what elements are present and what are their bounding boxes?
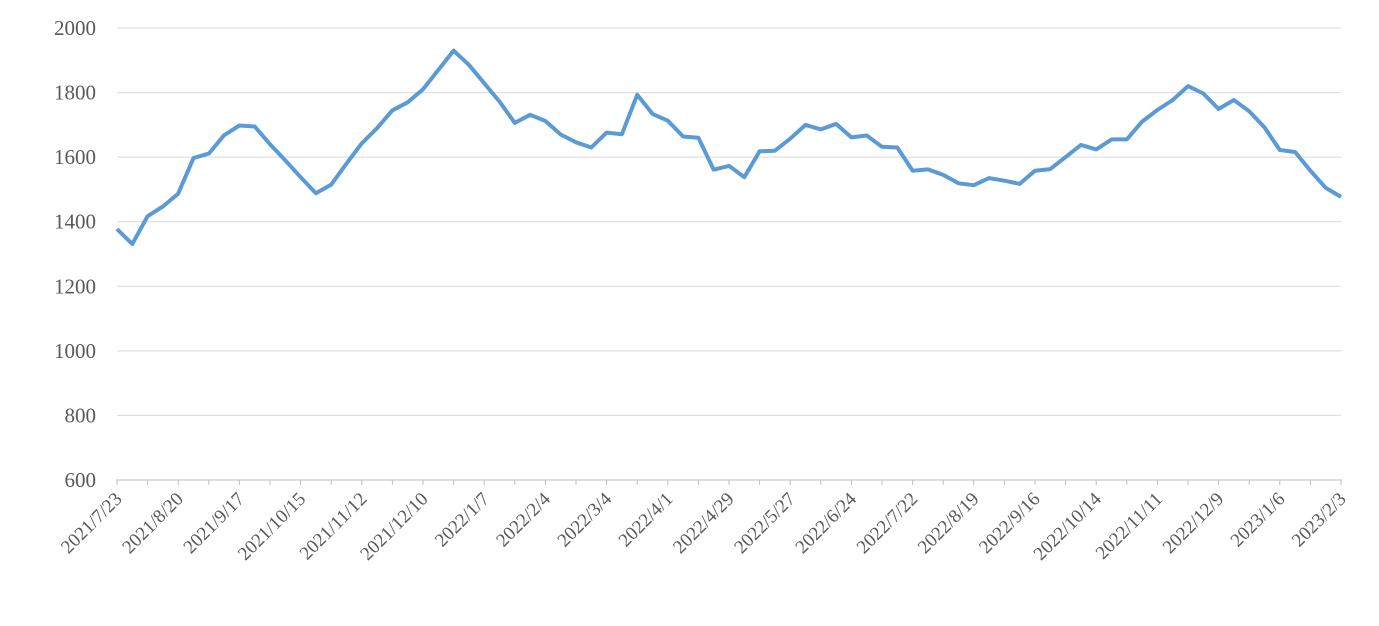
- y-tick-label: 1200: [54, 274, 96, 298]
- x-tick-label: 2022/3/4: [554, 488, 617, 551]
- x-tick-label: 2023/2/3: [1288, 489, 1351, 552]
- x-tick-label: 2022/1/7: [431, 489, 494, 552]
- y-tick-label: 1000: [54, 339, 96, 363]
- x-tick-label: 2023/1/6: [1227, 489, 1290, 552]
- y-tick-label: 1400: [54, 210, 96, 234]
- y-tick-label: 1600: [54, 145, 96, 169]
- series-line: [115, 48, 1343, 246]
- x-tick-label: 2022/7/22: [853, 489, 922, 558]
- x-tick-label: 2022/10/14: [1030, 488, 1106, 564]
- y-tick-label: 600: [65, 468, 97, 492]
- x-tick-label: 2022/6/24: [792, 488, 862, 558]
- y-tick-label: 1800: [54, 81, 96, 105]
- x-tick-label: 2021/8/20: [118, 489, 187, 558]
- x-tick-label: 2022/11/11: [1092, 489, 1167, 564]
- x-tick-label: 2022/4/1: [615, 489, 678, 552]
- y-tick-label: 2000: [54, 16, 96, 40]
- x-tick-label: 2022/12/9: [1159, 489, 1228, 558]
- y-tick-label: 800: [65, 403, 97, 427]
- x-tick-label: 2022/2/4: [492, 488, 555, 551]
- x-tick-label: 2022/4/29: [669, 489, 738, 558]
- x-tick-label: 2021/7/23: [57, 489, 126, 558]
- x-tick-label: 2022/5/27: [730, 489, 799, 558]
- x-tick-label: 2022/8/19: [914, 489, 983, 558]
